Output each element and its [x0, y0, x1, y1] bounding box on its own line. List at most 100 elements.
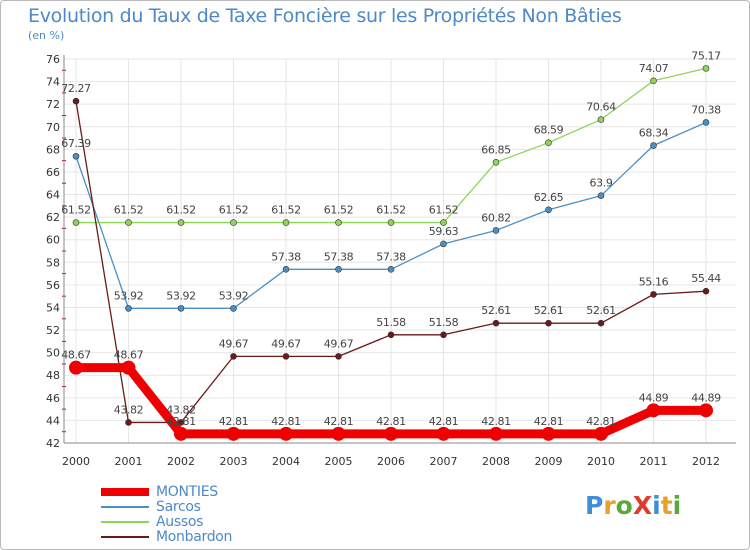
data-point: [331, 426, 346, 441]
data-label: 68.59: [534, 124, 564, 137]
data-point: [699, 403, 713, 418]
data-label: 42.81: [586, 415, 616, 428]
x-tick-label: 2009: [535, 455, 563, 468]
legend-label: MONTIES: [156, 484, 218, 500]
data-label: 49.67: [324, 337, 354, 350]
data-label: 70.64: [586, 101, 616, 114]
data-point: [125, 305, 132, 312]
data-point: [230, 305, 237, 312]
data-label: 51.58: [429, 316, 459, 329]
data-point: [72, 219, 80, 226]
data-point: [594, 426, 608, 441]
legend-label: Monbardon: [156, 529, 233, 545]
x-tick-label: 2004: [272, 455, 300, 468]
data-point: [541, 426, 556, 441]
legend-label: Sarcos: [156, 499, 201, 515]
data-label: 52.61: [534, 304, 564, 317]
y-tick-label: 46: [46, 392, 60, 405]
logo-letter: i: [652, 491, 661, 520]
y-tick-label: 54: [46, 301, 60, 314]
data-point: [279, 426, 293, 441]
data-label: 61.52: [166, 204, 196, 217]
data-label: 59.63: [429, 225, 459, 238]
x-tick-label: 2011: [640, 455, 668, 468]
data-label: 57.38: [376, 250, 406, 263]
data-point: [177, 219, 185, 226]
data-label: 44.89: [691, 391, 721, 404]
axes: 42 44 46 48 50 52 54 56 58 60 62 64 66 68 70 72 74 76 2000…: [46, 53, 736, 468]
data-label: 52.61: [481, 304, 511, 317]
data-point: [387, 331, 395, 339]
data-label: 61.52: [376, 204, 406, 217]
data-point: [121, 360, 136, 375]
data-label: 70.38: [691, 103, 721, 116]
data-label: 43.82: [114, 403, 144, 416]
x-tick-label: 2006: [377, 455, 405, 468]
data-label: 42.81: [271, 415, 301, 428]
logo-letter: t: [660, 491, 673, 520]
x-tick-label: 2010: [587, 455, 615, 468]
data-label: 48.67: [61, 349, 91, 362]
legend-swatch: [101, 488, 149, 496]
data-point: [650, 291, 657, 298]
y-tick-label: 70: [46, 121, 60, 134]
chart-subtitle: (en %): [28, 29, 65, 42]
chart-title: Evolution du Taux de Taxe Foncière sur l…: [28, 5, 622, 27]
data-label: 51.58: [376, 316, 406, 329]
data-point: [174, 426, 188, 441]
data-label: 61.52: [61, 204, 91, 217]
logo-letter: X: [632, 491, 653, 520]
data-label: 49.67: [271, 337, 301, 350]
data-label: 72.27: [61, 82, 91, 95]
data-label: 42.81: [481, 415, 511, 428]
data-point: [545, 206, 552, 214]
y-tick-label: 62: [46, 211, 60, 224]
x-tick-label: 2002: [167, 455, 195, 468]
data-point: [387, 265, 395, 273]
y-tick-label: 60: [46, 234, 60, 247]
data-label: 61.52: [429, 204, 459, 217]
logo-letter: P: [585, 491, 604, 520]
data-point: [492, 227, 500, 234]
data-point: [440, 331, 447, 339]
x-tick-label: 2008: [482, 455, 510, 468]
data-point: [177, 305, 185, 312]
legend-swatch: [101, 506, 149, 508]
data-label: 49.67: [219, 337, 249, 350]
data-point: [282, 219, 290, 226]
data-point: [335, 353, 342, 360]
data-label: 67.39: [61, 137, 91, 150]
data-label: 42.81: [534, 415, 564, 428]
data-point: [226, 426, 241, 441]
data-label: 68.34: [639, 127, 669, 140]
data-point: [230, 219, 237, 226]
data-label: 55.44: [691, 272, 721, 285]
legend-swatch: [101, 536, 149, 538]
data-point: [650, 142, 657, 149]
data-point: [177, 419, 185, 426]
x-tick-label: 2000: [62, 455, 90, 468]
data-label: 53.92: [114, 289, 144, 302]
data-point: [436, 426, 451, 441]
y-tick-label: 64: [46, 189, 60, 202]
series: [69, 65, 713, 441]
y-tick-label: 42: [46, 437, 60, 450]
data-point: [335, 219, 342, 226]
data-point: [646, 403, 661, 418]
data-label: 53.92: [219, 289, 249, 302]
data-label: 42.81: [219, 415, 249, 428]
y-tick-label: 44: [46, 414, 60, 427]
data-point: [545, 319, 552, 327]
legend-swatch: [101, 521, 149, 523]
data-label: 42.81: [429, 415, 459, 428]
data-point: [72, 152, 80, 160]
data-point: [282, 353, 290, 360]
data-point: [702, 287, 710, 295]
data-label: 66.85: [481, 143, 511, 156]
data-label: 55.16: [639, 275, 669, 288]
data-label: 52.61: [586, 304, 616, 317]
y-tick-label: 68: [46, 143, 60, 156]
data-point: [702, 65, 710, 72]
data-label: 63.9: [590, 177, 613, 190]
